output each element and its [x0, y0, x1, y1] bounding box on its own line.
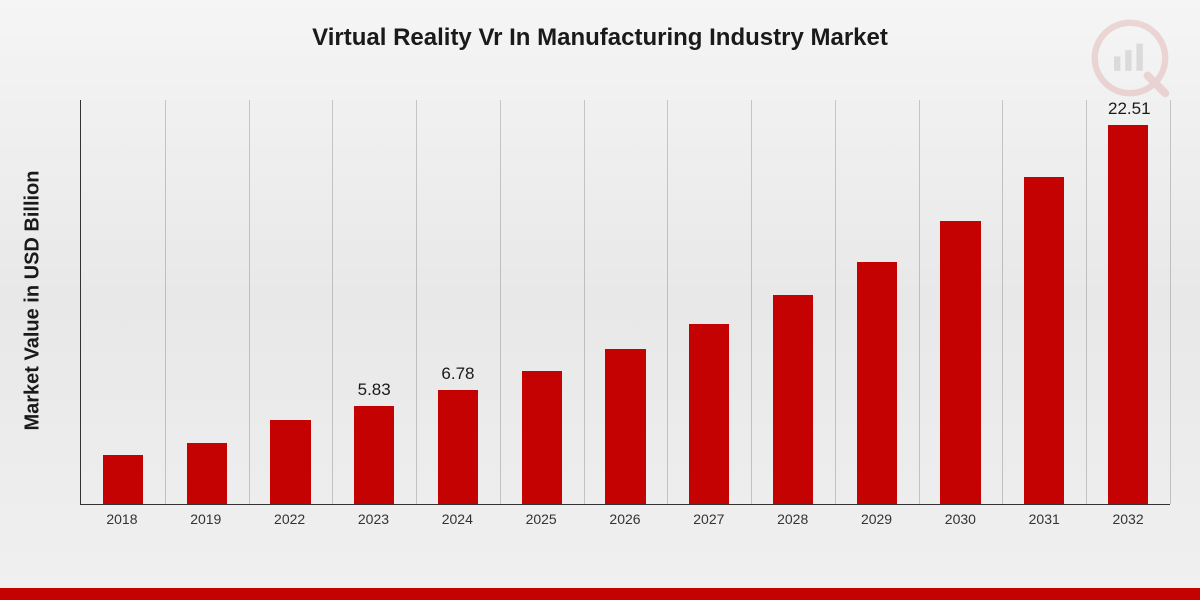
gridline — [1086, 100, 1087, 504]
bar: 6.78 — [438, 390, 478, 504]
bar — [187, 443, 227, 504]
bar — [773, 295, 813, 504]
gridline — [1002, 100, 1003, 504]
bar — [103, 455, 143, 504]
footer-strip — [0, 588, 1200, 600]
x-tick-label: 2029 — [861, 511, 892, 527]
bar-value-label: 6.78 — [438, 364, 478, 390]
x-tick-label: 2027 — [693, 511, 724, 527]
gridline — [165, 100, 166, 504]
bar — [522, 371, 562, 504]
watermark-logo — [1090, 18, 1170, 98]
x-tick-label: 2032 — [1112, 511, 1143, 527]
bar — [270, 420, 310, 504]
bar: 22.51 — [1108, 125, 1148, 504]
gridline — [332, 100, 333, 504]
x-tick-label: 2026 — [609, 511, 640, 527]
gridline — [1170, 100, 1171, 504]
gridline — [416, 100, 417, 504]
bar — [689, 324, 729, 504]
y-axis-label: Market Value in USD Billion — [22, 170, 45, 430]
plot-region: 5.83 6.78 22.51 — [80, 100, 1170, 505]
x-tick-label: 2030 — [945, 511, 976, 527]
x-tick-label: 2031 — [1029, 511, 1060, 527]
gridline — [500, 100, 501, 504]
gridline — [249, 100, 250, 504]
chart-area: 5.836.7822.51 20182019202220232024202520… — [80, 100, 1170, 540]
gridline — [919, 100, 920, 504]
x-tick-label: 2023 — [358, 511, 389, 527]
bar — [940, 221, 980, 504]
bar — [1024, 177, 1064, 504]
bar-value-label: 5.83 — [354, 380, 394, 406]
bar-value-label: 22.51 — [1108, 99, 1148, 125]
chart-title: Virtual Reality Vr In Manufacturing Indu… — [0, 24, 1200, 52]
bar: 5.83 — [354, 406, 394, 504]
gridline — [751, 100, 752, 504]
y-axis-label-wrap: Market Value in USD Billion — [18, 0, 48, 600]
bar — [857, 262, 897, 504]
gridline — [667, 100, 668, 504]
x-tick-label: 2024 — [442, 511, 473, 527]
bar — [605, 349, 645, 504]
x-tick-label: 2019 — [190, 511, 221, 527]
x-tick-label: 2025 — [526, 511, 557, 527]
gridline — [584, 100, 585, 504]
gridline — [835, 100, 836, 504]
x-tick-label: 2022 — [274, 511, 305, 527]
x-axis-labels: 2018 2019 2022 2023 2024 2025 2026 2027 2028 2029… — [80, 505, 1170, 540]
x-tick-label: 2018 — [106, 511, 137, 527]
x-tick-label: 2028 — [777, 511, 808, 527]
